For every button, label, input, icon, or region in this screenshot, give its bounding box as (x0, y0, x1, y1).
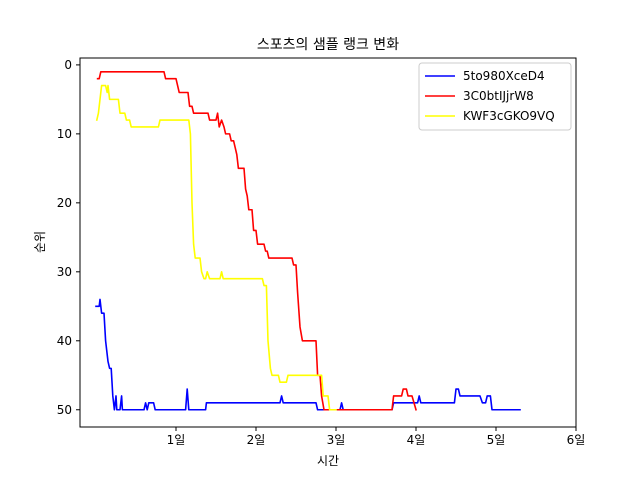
x-tick-label: 4일 (407, 433, 426, 447)
x-tick-label: 6일 (567, 433, 586, 447)
series-layer (95, 70, 521, 411)
y-tick-label: 10 (57, 127, 72, 141)
chart-title: 스포츠의 샘플 랭크 변화 (257, 37, 399, 53)
y-axis: 0 10 20 30 40 50 (57, 58, 80, 417)
legend-label-0: 5to980XceD4 (463, 69, 545, 83)
series-line-2 (95, 84, 337, 411)
x-tick-label: 2일 (247, 433, 266, 447)
legend-label-1: 3C0btIJjrW8 (463, 89, 534, 103)
y-tick-label: 30 (57, 265, 72, 279)
x-tick-label: 1일 (167, 433, 186, 447)
x-axis: 1일 2일 3일 4일 5일 6일 (167, 427, 586, 447)
x-tick-label: 3일 (327, 433, 346, 447)
legend-frame (418, 62, 572, 131)
x-tick-label: 5일 (487, 433, 506, 447)
plot-frame (79, 57, 577, 428)
series-line-1 (96, 70, 417, 411)
x-axis-label: 시간 (317, 454, 339, 468)
y-axis-label: 순위 (33, 231, 47, 253)
y-tick-label: 0 (64, 58, 72, 72)
y-tick-label: 40 (57, 334, 72, 348)
legend-label-2: KWF3cGKO9VQ (463, 109, 555, 123)
y-tick-label: 50 (57, 403, 72, 417)
series-line-0 (95, 298, 521, 411)
y-tick-label: 20 (57, 196, 72, 210)
legend: 5to980XceD4 3C0btIJjrW8 KWF3cGKO9VQ (418, 62, 572, 131)
